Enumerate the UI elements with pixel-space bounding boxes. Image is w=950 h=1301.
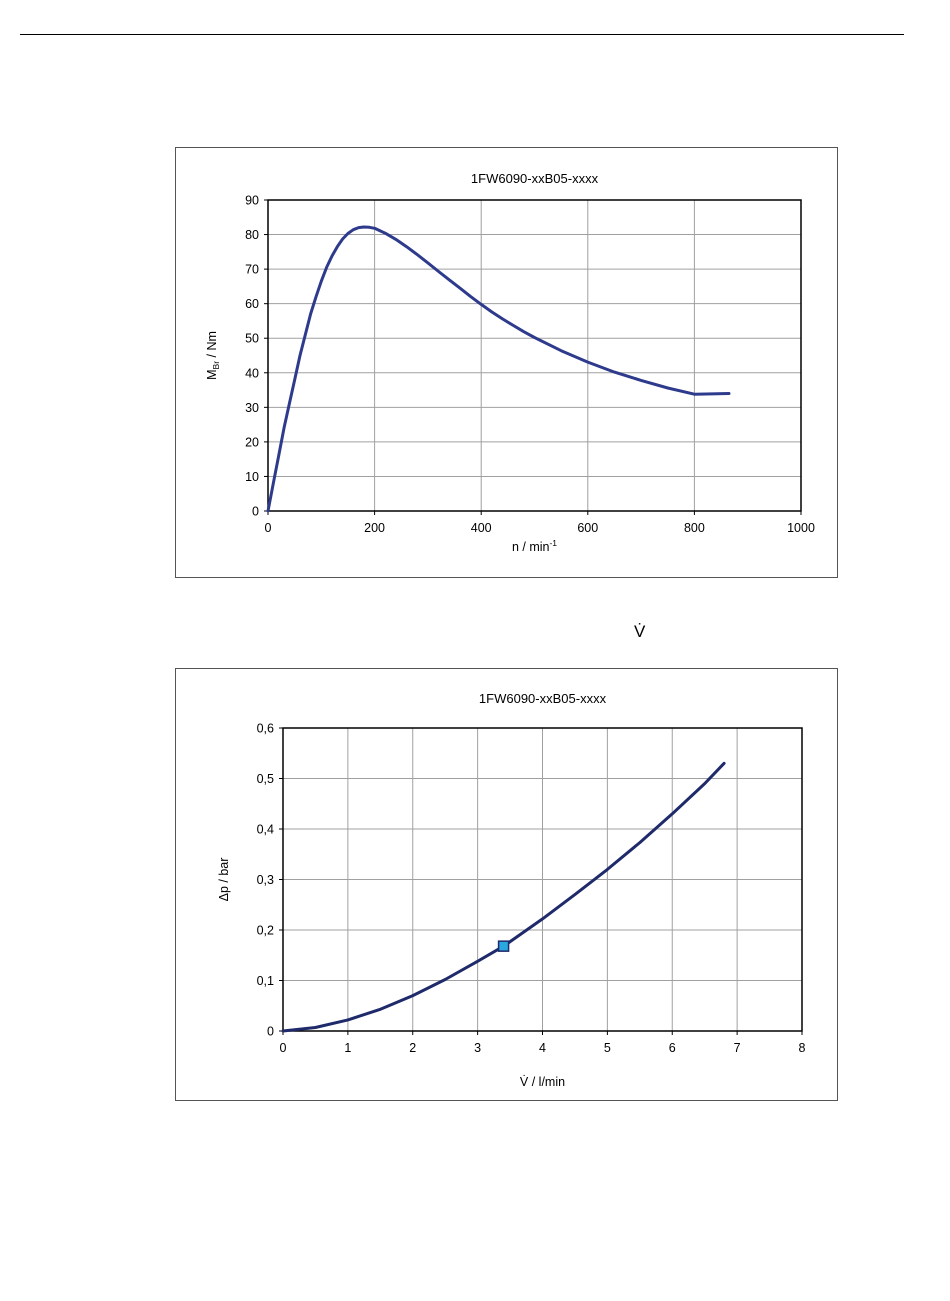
y-tick-label: 30 (245, 401, 259, 415)
x-tick-label: 0 (265, 521, 272, 535)
operating-point-marker (497, 940, 510, 952)
flow-symbol: V̇ (634, 622, 646, 641)
y-tick-label: 40 (245, 366, 259, 380)
chart-title: 1FW6090-xxB05-xxxx (479, 691, 607, 706)
x-tick-label: 2 (409, 1041, 416, 1055)
y-axis-label-unit: / Nm (205, 331, 219, 361)
y-axis-label-text: M (205, 369, 219, 379)
x-axis-label-text: n / min (512, 540, 550, 554)
pressure-chart: 1FW6090-xxB05-xxxx 0 1 2 3 4 5 6 7 8 0 0,1 0,2 0,3 0,4… (217, 691, 806, 1089)
series-line (266, 225, 731, 513)
x-tick-label: 1000 (787, 521, 815, 535)
plot-border (282, 727, 803, 1032)
x-tick-label: 3 (474, 1041, 481, 1055)
x-tick-label: 200 (364, 521, 385, 535)
x-tick-label: 400 (471, 521, 492, 535)
y-tick-label: 0,1 (257, 974, 274, 988)
chart-title: 1FW6090-xxB05-xxxx (471, 171, 599, 186)
x-axis-label: n / min-1 (512, 538, 557, 554)
x-tick-label: 5 (604, 1041, 611, 1055)
x-tick-label: 6 (669, 1041, 676, 1055)
y-tick-label: 0 (267, 1025, 274, 1039)
pressure-chart-frame: 1FW6090-xxB05-xxxx 0 1 2 3 4 5 6 7 8 0 0,1 0,2 0,3 0,4… (175, 668, 838, 1101)
y-axis-label-text: Δp / bar (217, 858, 231, 902)
top-rule (20, 34, 904, 35)
y-tick-label: 0,6 (257, 722, 274, 736)
y-tick-label: 90 (245, 194, 259, 208)
y-tick-label: 20 (245, 435, 259, 449)
x-tick-label: 600 (577, 521, 598, 535)
y-tick-label: 0,4 (257, 823, 274, 837)
x-tick-label: 1 (344, 1041, 351, 1055)
x-axis-label-text: V̇ / l/min (520, 1075, 565, 1089)
y-tick-label: 0,2 (257, 924, 274, 938)
plot-area (268, 200, 801, 511)
y-tick-label: 10 (245, 470, 259, 484)
y-axis-label: MBr / Nm (205, 331, 221, 380)
x-tick-label: 7 (734, 1041, 741, 1055)
x-tick-label: 8 (799, 1041, 806, 1055)
plot-border (267, 199, 802, 512)
torque-chart-frame: 1FW6090-xxB05-xxxx 0 200 400 600 800 1000 0 10 20… (175, 147, 838, 578)
torque-chart: 1FW6090-xxB05-xxxx 0 200 400 600 800 1000 0 10 20… (205, 171, 815, 554)
y-tick-label: 0,5 (257, 772, 274, 786)
x-tick-label: 4 (539, 1041, 546, 1055)
y-tick-label: 50 (245, 332, 259, 346)
x-tick-label: 800 (684, 521, 705, 535)
y-tick-label: 0 (252, 505, 259, 519)
x-tick-label: 0 (280, 1041, 287, 1055)
y-tick-label: 80 (245, 228, 259, 242)
x-axis-label: V̇ / l/min (520, 1075, 565, 1089)
y-tick-label: 60 (245, 297, 259, 311)
y-tick-label: 70 (245, 263, 259, 277)
x-axis-label-sup: -1 (549, 538, 557, 548)
y-axis-label: Δp / bar (217, 858, 231, 902)
y-axis-label-sub: Br (211, 361, 221, 370)
y-tick-label: 0,3 (257, 873, 274, 887)
